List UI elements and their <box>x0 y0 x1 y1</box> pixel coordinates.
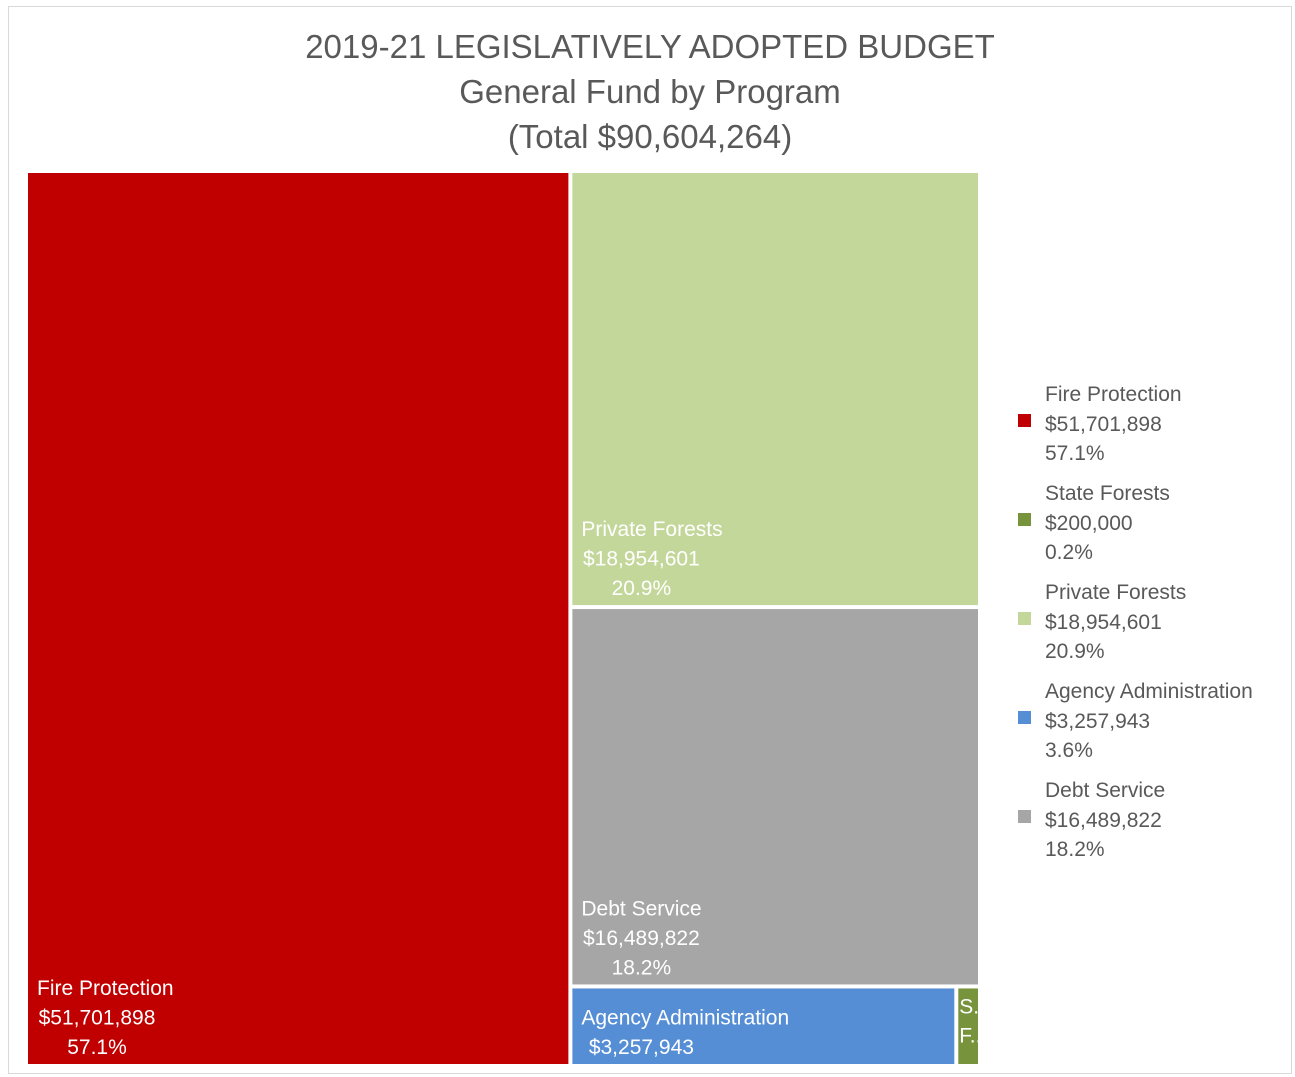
legend-name: Agency Administration <box>1045 680 1253 703</box>
legend-item-private-forests: Private Forests $18,954,601 20.9% <box>1015 578 1285 677</box>
chart-frame <box>8 6 1292 1074</box>
legend-percent: 20.9% <box>1045 640 1105 663</box>
legend-text: State Forests $200,000 0.2% <box>1045 479 1170 568</box>
legend-name: Private Forests <box>1045 581 1187 604</box>
legend-name: State Forests <box>1045 482 1170 505</box>
treemap-label-fire-protection: Fire Protection $51,701,898 57.1% <box>37 977 174 1059</box>
legend-percent: 0.2% <box>1045 541 1093 564</box>
legend-value: $200,000 <box>1045 511 1133 535</box>
legend-swatch <box>1018 414 1031 427</box>
treemap-label-state-forests: S.. F.. <box>959 995 985 1047</box>
chart-title-line-1: 2019-21 LEGISLATIVELY ADOPTED BUDGET <box>305 28 995 65</box>
legend-swatch <box>1018 513 1031 526</box>
legend-value: $51,701,898 <box>1045 412 1162 436</box>
legend-text: Agency Administration $3,257,943 3.6% <box>1045 677 1253 766</box>
legend-swatch <box>1018 810 1031 823</box>
treemap-label-private-forests: Private Forests $18,954,601 20.9% <box>581 518 722 600</box>
legend-text: Private Forests $18,954,601 20.9% <box>1045 578 1186 667</box>
treemap-cell-debt-service <box>572 609 978 985</box>
treemap-cell-private-forests <box>572 173 978 606</box>
legend-swatch <box>1018 612 1031 625</box>
legend-value: $3,257,943 <box>1045 709 1151 733</box>
legend-item-agency-administration: Agency Administration $3,257,943 3.6% <box>1015 677 1285 776</box>
legend-name: Fire Protection <box>1045 383 1182 406</box>
legend-text: Debt Service $16,489,822 18.2% <box>1045 776 1165 865</box>
treemap-label-debt-service: Debt Service $16,489,822 18.2% <box>581 897 701 979</box>
legend-percent: 3.6% <box>1045 739 1093 762</box>
legend-item-fire-protection: Fire Protection $51,701,898 57.1% <box>1015 380 1285 479</box>
chart-title-line-2: General Fund by Program <box>459 73 841 110</box>
chart-title-line-3: (Total $90,604,264) <box>507 118 793 155</box>
chart-legend: Fire Protection $51,701,898 57.1% State For… <box>1015 380 1285 875</box>
treemap-label-agency-administration: Agency Administration $3,257,943 <box>581 1007 789 1060</box>
legend-name: Debt Service <box>1045 779 1166 802</box>
treemap-cell-fire-protection <box>28 173 569 1064</box>
legend-text: Fire Protection $51,701,898 57.1% <box>1045 380 1182 469</box>
treemap-cell-state-forests <box>958 988 978 1064</box>
legend-value: $16,489,822 <box>1045 808 1162 832</box>
legend-swatch <box>1018 711 1031 724</box>
legend-value: $18,954,601 <box>1045 610 1162 634</box>
legend-percent: 18.2% <box>1045 838 1105 861</box>
legend-item-debt-service: Debt Service $16,489,822 18.2% <box>1015 776 1285 875</box>
legend-percent: 57.1% <box>1045 442 1105 465</box>
treemap-cell-agency-administration <box>572 988 955 1064</box>
legend-item-state-forests: State Forests $200,000 0.2% <box>1015 479 1285 578</box>
